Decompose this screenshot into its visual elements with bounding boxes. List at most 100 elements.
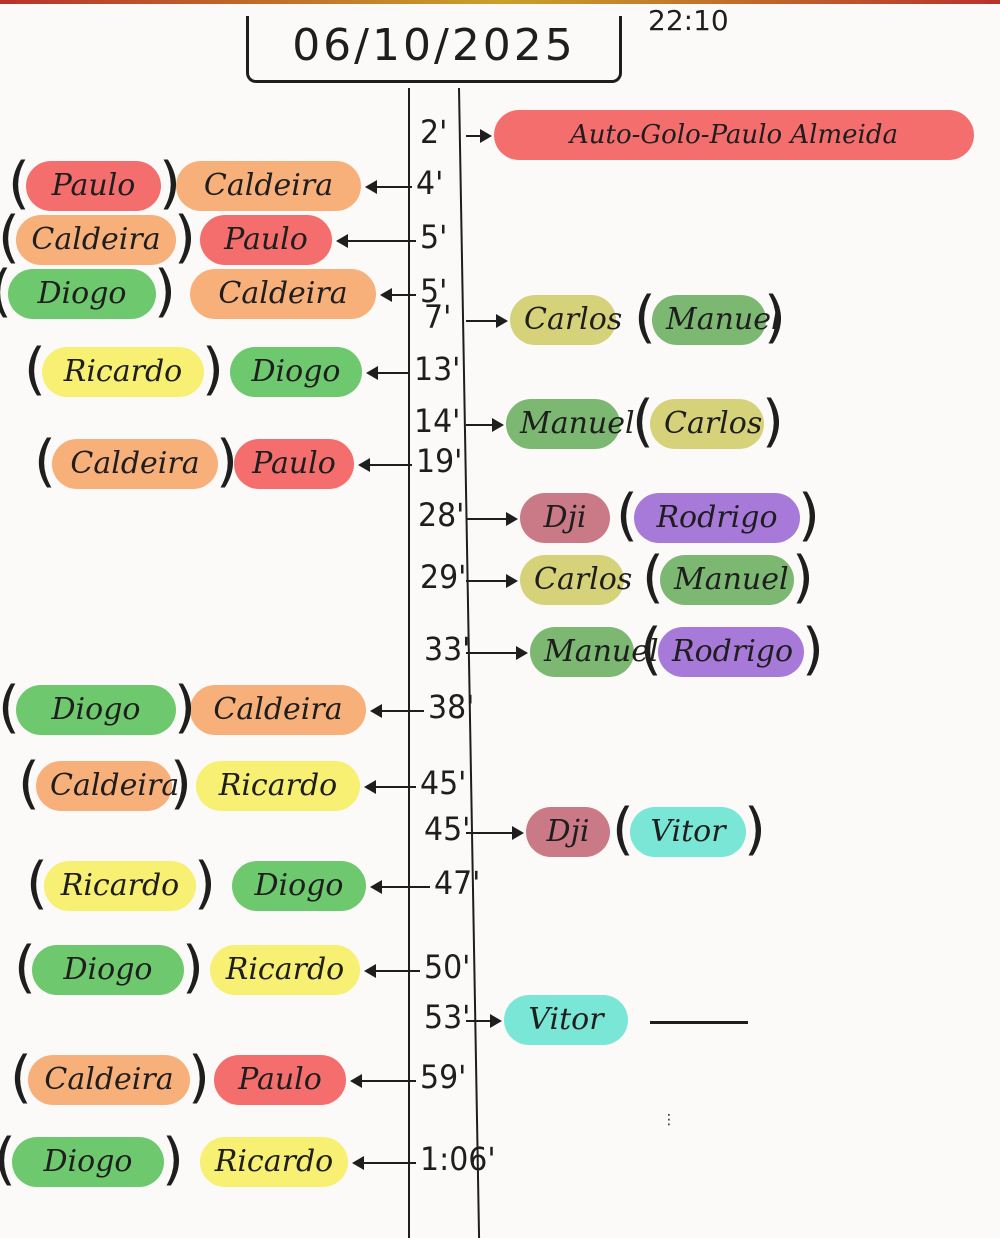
assist-paren-open-icon: ( <box>612 797 634 862</box>
assist-paren-open-icon: ( <box>642 545 664 610</box>
assist-paren-close-icon: ) <box>194 851 216 916</box>
event-assist: Paulo <box>26 161 161 211</box>
arrow-right-icon <box>466 418 504 432</box>
assist-paren-open-icon: ( <box>18 751 40 816</box>
event-minute: 45' <box>420 764 467 803</box>
arrow-right-icon <box>466 646 528 660</box>
assist-paren-open-icon: ( <box>0 1132 16 1188</box>
event-assist: Caldeira <box>28 1055 190 1105</box>
event-scorer: Carlos <box>520 555 632 605</box>
event-assist: Diogo <box>12 1137 164 1187</box>
pen-mark: ⋮ <box>662 1112 676 1128</box>
event-scorer: Auto-Golo-Paulo Almeida <box>494 110 974 160</box>
event-assist: Ricardo <box>42 347 204 397</box>
arrow-right-icon <box>466 574 518 588</box>
event-minute: 7' <box>424 298 452 337</box>
event-minute: 1:06' <box>420 1140 496 1179</box>
event-minute: 13' <box>414 350 461 389</box>
event-assist: Diogo <box>16 685 176 735</box>
assist-paren-close-icon: ) <box>802 617 824 682</box>
event-minute: 19' <box>416 442 463 481</box>
assist-paren-open-icon: ( <box>616 483 638 548</box>
assist-paren-open-icon: ( <box>632 389 654 454</box>
event-scorer: Paulo <box>200 215 332 265</box>
assist-paren-close-icon: ) <box>798 483 820 548</box>
assist-paren-close-icon: ) <box>174 205 196 270</box>
end-dash <box>650 1021 748 1024</box>
event-scorer: Dji <box>526 807 610 857</box>
event-minute: 14' <box>414 402 461 441</box>
assist-paren-close-icon: ) <box>188 1045 210 1110</box>
assist-paren-open-icon: ( <box>8 151 30 216</box>
event-scorer: Ricardo <box>196 761 360 811</box>
event-scorer: Manuel <box>530 627 659 677</box>
arrow-right-icon <box>466 314 508 328</box>
match-time: 22:10 <box>648 4 729 37</box>
assist-paren-open-icon: ( <box>0 264 12 320</box>
assist-paren-close-icon: ) <box>170 751 192 816</box>
arrow-right-icon <box>466 512 518 526</box>
event-scorer: Paulo <box>214 1055 346 1105</box>
event-assist: Vitor <box>630 807 746 857</box>
assist-paren-close-icon: ) <box>762 389 784 454</box>
event-scorer: Dji <box>520 493 610 543</box>
event-assist: Rodrigo <box>658 627 804 677</box>
assist-paren-open-icon: ( <box>0 675 20 740</box>
event-scorer: Carlos <box>510 295 622 345</box>
assist-paren-open-icon: ( <box>10 1045 32 1110</box>
assist-paren-close-icon: ) <box>792 545 814 610</box>
top-edge-strip <box>0 0 1000 4</box>
assist-paren-open-icon: ( <box>0 205 20 270</box>
timeline-left-line <box>408 88 410 1238</box>
assist-paren-open-icon: ( <box>24 337 46 402</box>
event-minute: 5' <box>420 272 448 311</box>
match-date: 06/10/2025 <box>292 20 576 71</box>
arrow-left-icon <box>336 234 416 248</box>
assist-paren-close-icon: ) <box>202 337 224 402</box>
assist-paren-close-icon: ) <box>744 797 766 862</box>
assist-paren-close-icon: ) <box>216 429 238 494</box>
assist-paren-close-icon: ) <box>182 935 204 1000</box>
arrow-left-icon <box>364 964 420 978</box>
arrow-left-icon <box>370 880 430 894</box>
event-assist: Manuel <box>660 555 794 605</box>
event-scorer: Ricardo <box>200 1137 348 1187</box>
event-scorer: Vitor <box>504 995 628 1045</box>
event-assist: Rodrigo <box>634 493 800 543</box>
event-minute: 53' <box>424 998 471 1037</box>
event-minute: 29' <box>420 558 467 597</box>
assist-paren-open-icon: ( <box>640 617 662 682</box>
event-scorer: Caldeira <box>176 161 361 211</box>
arrow-left-icon <box>365 180 412 194</box>
arrow-left-icon <box>358 458 412 472</box>
event-scorer: Manuel <box>506 399 635 449</box>
event-assist: Caldeira <box>36 761 179 811</box>
event-assist: Caldeira <box>52 439 218 489</box>
event-scorer: Caldeira <box>190 685 366 735</box>
event-minute: 59' <box>420 1058 467 1097</box>
event-assist: Caldeira <box>16 215 176 265</box>
event-assist: Diogo <box>8 269 156 319</box>
event-minute: 4' <box>416 164 444 203</box>
event-minute: 38' <box>428 688 475 727</box>
event-minute: 45' <box>424 810 471 849</box>
event-scorer: Ricardo <box>210 945 360 995</box>
event-minute: 50' <box>424 948 471 987</box>
arrow-left-icon <box>366 366 410 380</box>
arrow-left-icon <box>350 1074 416 1088</box>
assist-paren-close-icon: ) <box>764 285 786 350</box>
event-minute: 28' <box>418 496 465 535</box>
event-scorer: Diogo <box>230 347 362 397</box>
assist-paren-open-icon: ( <box>34 429 56 494</box>
event-scorer: Diogo <box>232 861 366 911</box>
assist-paren-open-icon: ( <box>26 851 48 916</box>
arrow-left-icon <box>352 1156 416 1170</box>
event-assist: Carlos <box>650 399 764 449</box>
assist-paren-open-icon: ( <box>14 935 36 1000</box>
arrow-left-icon <box>364 780 416 794</box>
event-scorer: Paulo <box>234 439 354 489</box>
assist-paren-close-icon: ) <box>162 1127 184 1192</box>
event-minute: 33' <box>424 630 471 669</box>
assist-paren-close-icon: ) <box>154 259 176 324</box>
arrow-right-icon <box>466 826 524 840</box>
